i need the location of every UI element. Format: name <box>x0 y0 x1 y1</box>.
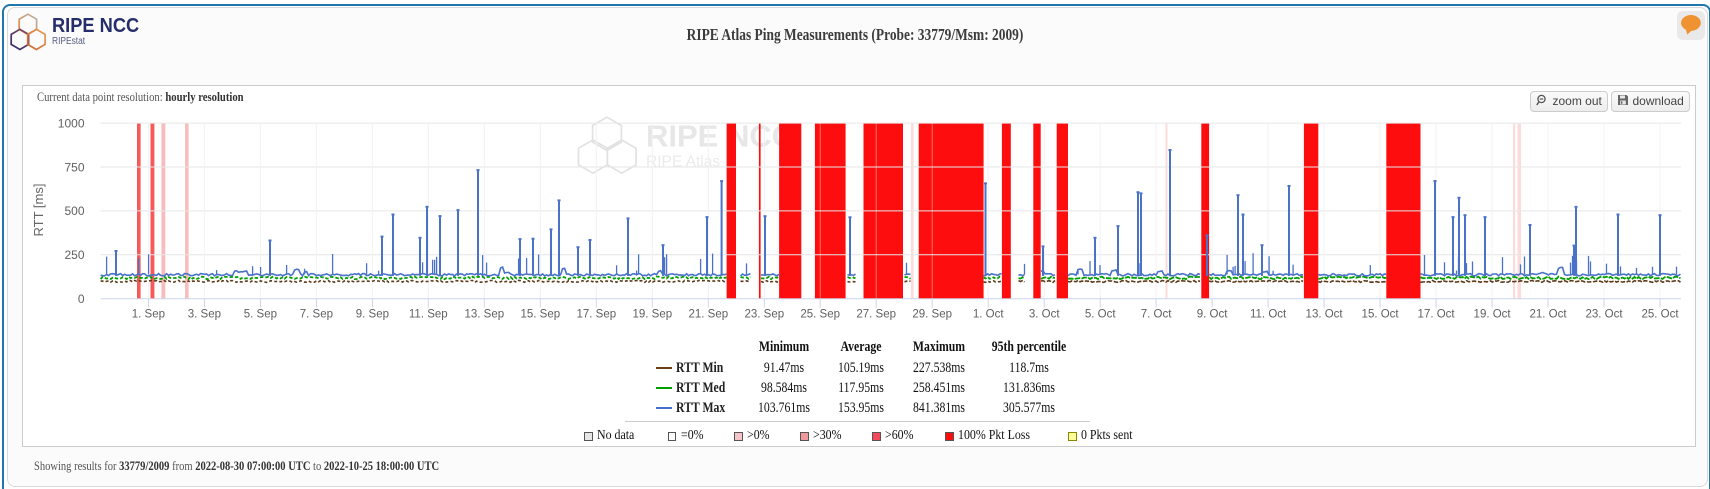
svg-text:RIPE Atlas: RIPE Atlas <box>646 153 720 170</box>
svg-text:7. Sep: 7. Sep <box>300 308 333 320</box>
svg-text:11. Sep: 11. Sep <box>409 308 448 320</box>
svg-text:7. Oct: 7. Oct <box>1141 308 1172 320</box>
svg-text:5. Sep: 5. Sep <box>244 308 277 320</box>
svg-text:13. Oct: 13. Oct <box>1306 308 1344 320</box>
svg-text:11. Oct: 11. Oct <box>1250 308 1287 320</box>
svg-text:3. Sep: 3. Sep <box>188 308 221 320</box>
svg-text:RIPE NCC: RIPE NCC <box>646 119 794 154</box>
svg-text:25. Oct: 25. Oct <box>1641 308 1679 320</box>
svg-text:5. Oct: 5. Oct <box>1085 308 1116 320</box>
svg-text:21. Sep: 21. Sep <box>688 308 728 320</box>
svg-text:250: 250 <box>64 248 84 262</box>
svg-text:17. Sep: 17. Sep <box>576 308 616 320</box>
svg-text:1. Sep: 1. Sep <box>132 308 165 320</box>
svg-text:RTT [ms]: RTT [ms] <box>31 184 46 237</box>
svg-text:29. Sep: 29. Sep <box>912 308 952 320</box>
svg-text:23. Oct: 23. Oct <box>1585 308 1623 320</box>
svg-text:15. Sep: 15. Sep <box>520 308 560 320</box>
svg-text:19. Oct: 19. Oct <box>1474 308 1512 320</box>
svg-text:25. Sep: 25. Sep <box>800 308 840 320</box>
svg-text:21. Oct: 21. Oct <box>1529 308 1567 320</box>
svg-text:13. Sep: 13. Sep <box>464 308 504 320</box>
svg-text:23. Sep: 23. Sep <box>744 308 784 320</box>
svg-text:9. Sep: 9. Sep <box>356 308 389 320</box>
svg-text:1. Oct: 1. Oct <box>973 308 1004 320</box>
svg-text:500: 500 <box>64 204 84 218</box>
svg-text:3. Oct: 3. Oct <box>1029 308 1060 320</box>
svg-text:750: 750 <box>64 160 84 174</box>
svg-text:15. Oct: 15. Oct <box>1362 308 1400 320</box>
svg-text:17. Oct: 17. Oct <box>1418 308 1456 320</box>
svg-text:27. Sep: 27. Sep <box>856 308 896 320</box>
svg-text:1000: 1000 <box>58 116 85 130</box>
svg-text:9. Oct: 9. Oct <box>1197 308 1228 320</box>
svg-text:0: 0 <box>78 292 85 306</box>
svg-text:19. Sep: 19. Sep <box>632 308 672 320</box>
